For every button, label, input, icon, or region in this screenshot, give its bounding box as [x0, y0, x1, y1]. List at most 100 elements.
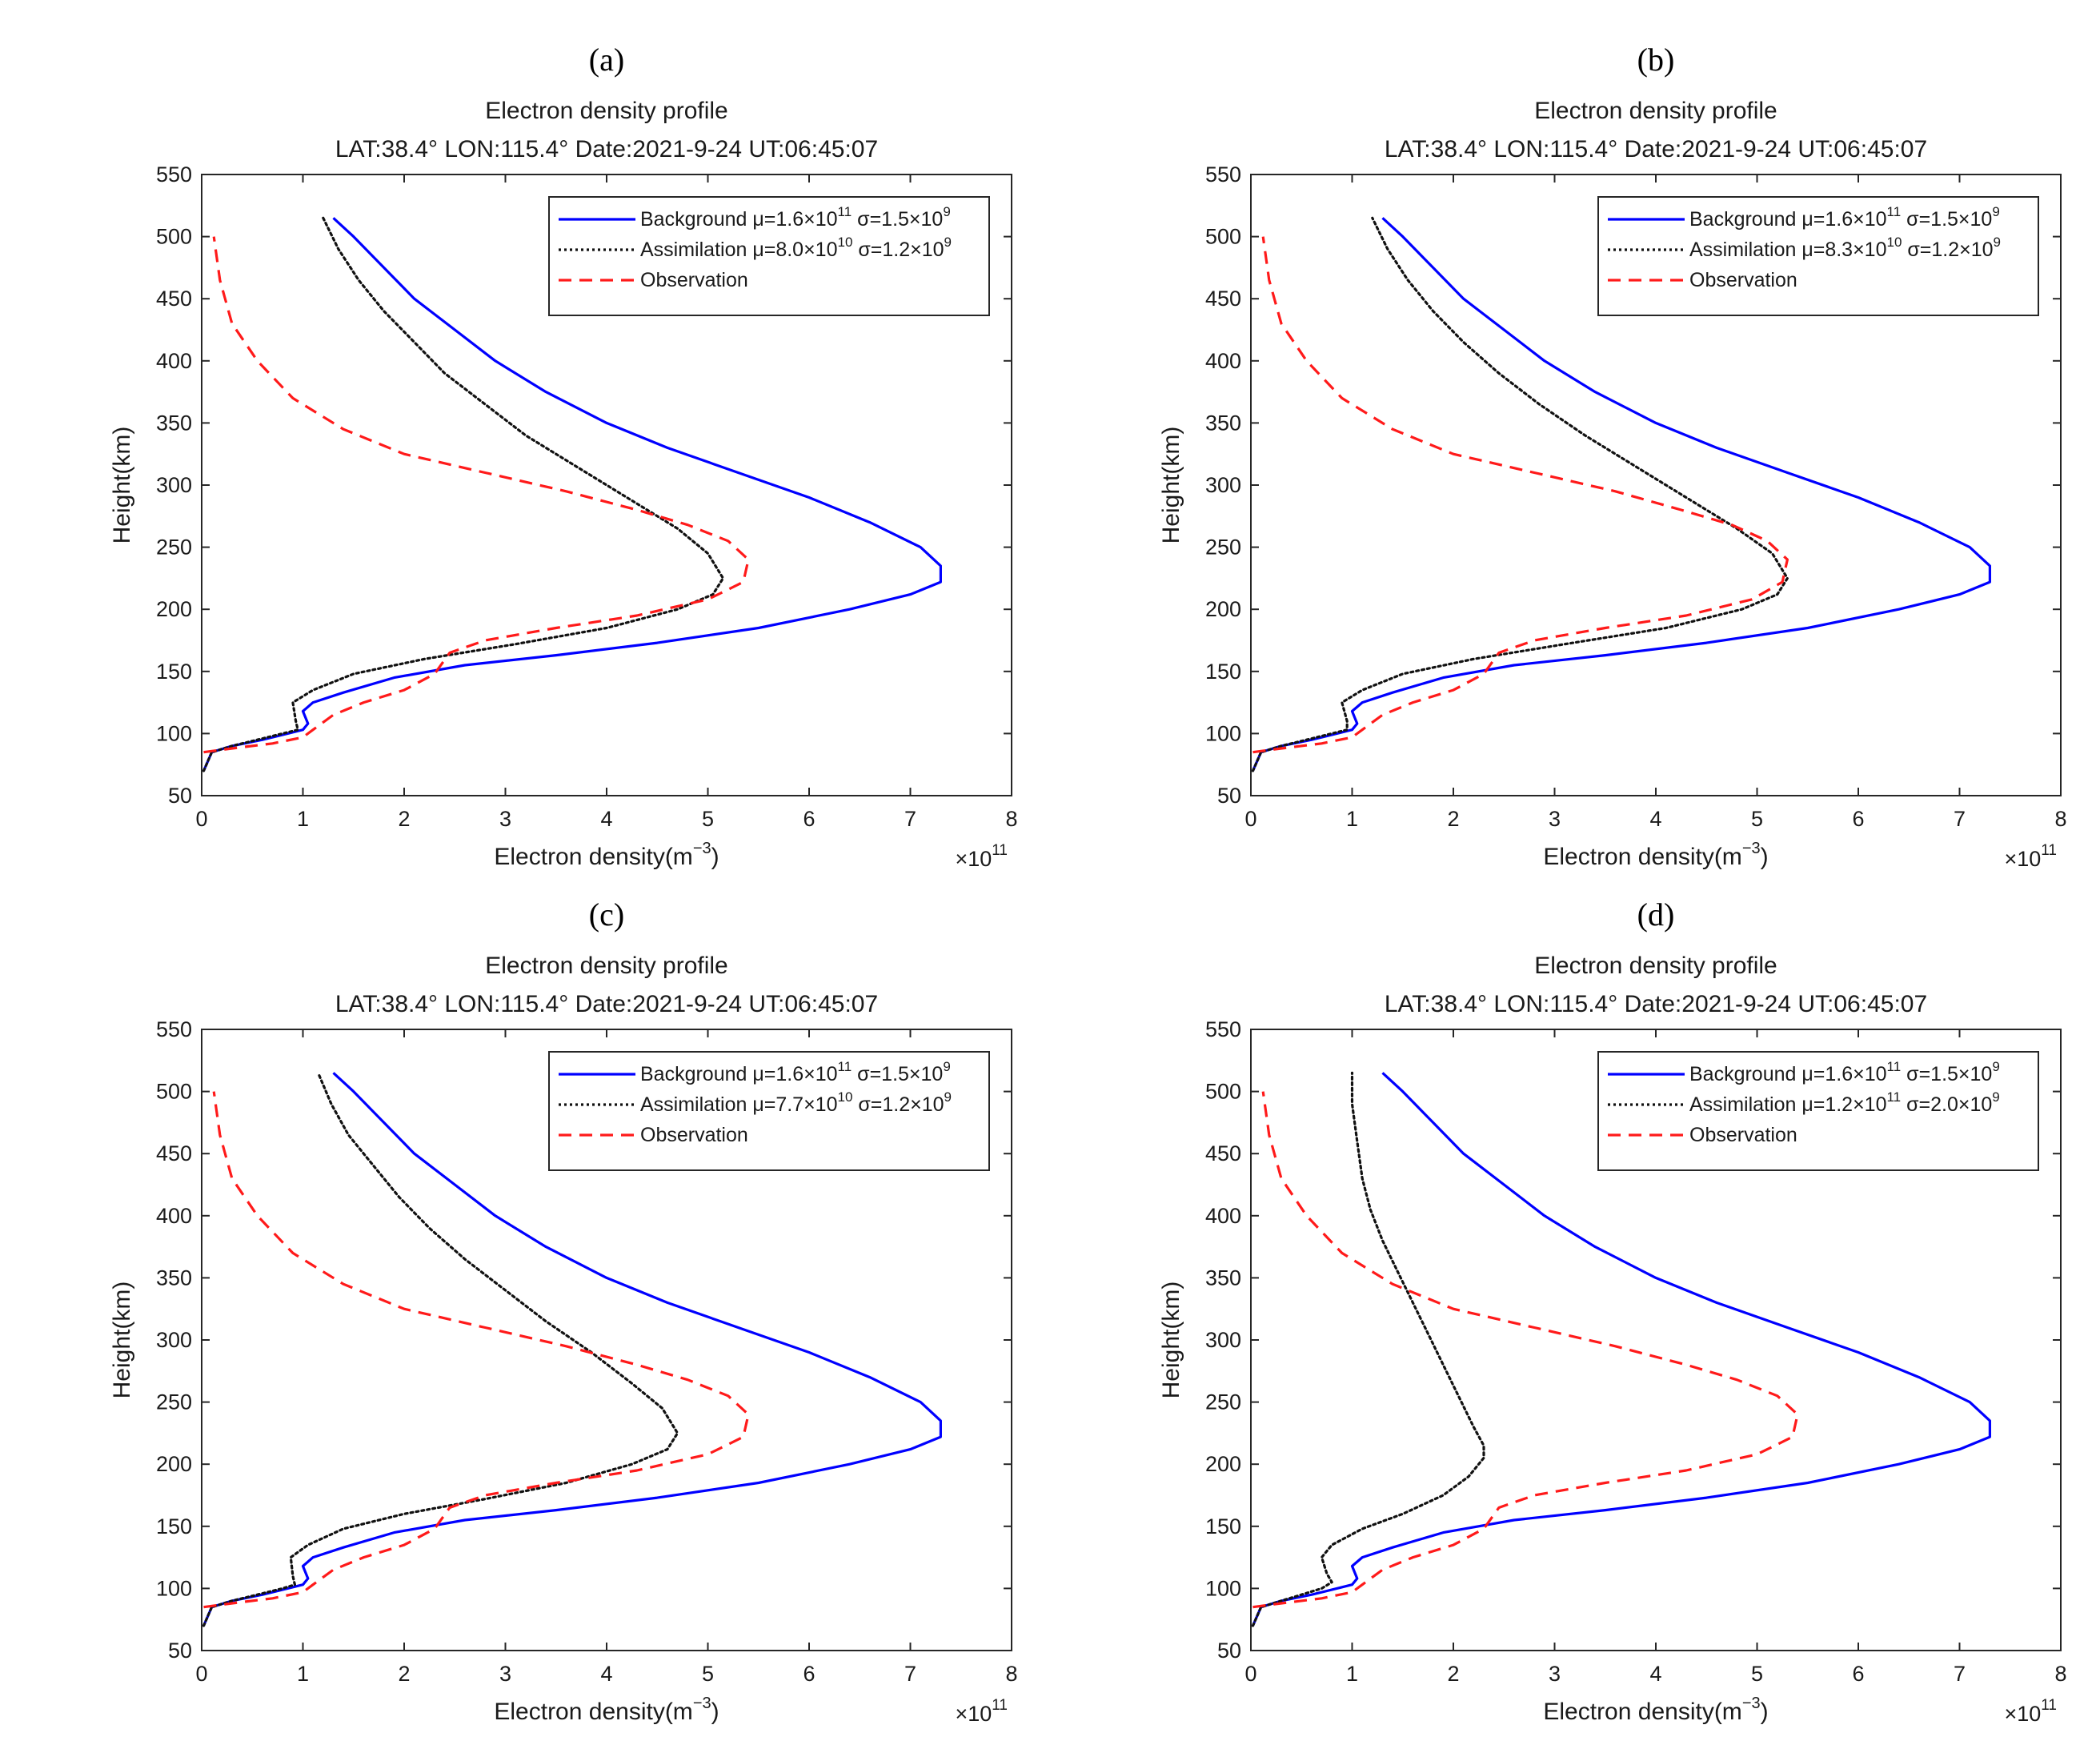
y-tick-label: 400 — [156, 1204, 192, 1228]
y-tick-label: 450 — [156, 1141, 192, 1165]
legend-entry-text: Background μ=1.6×10 — [1689, 208, 1887, 231]
legend-entry-mid: σ=1.2×10 — [1902, 239, 1993, 261]
y-tick-label: 450 — [156, 287, 192, 311]
y-tick-label: 100 — [156, 721, 192, 745]
legend-entry-observation: Observation — [1689, 1124, 1797, 1146]
legend: Background μ=1.6×1011 σ=1.5×109Assimilat… — [548, 196, 990, 316]
x-tick-label: 3 — [1549, 1662, 1561, 1686]
x-axis-label-text: Electron density(m — [1543, 1699, 1741, 1725]
legend-entry-exp1: 10 — [1886, 235, 1902, 250]
y-tick-label: 350 — [1205, 411, 1241, 435]
y-tick-label: 500 — [156, 1080, 192, 1104]
x-tick-label: 6 — [1852, 1662, 1864, 1686]
legend-entry-text: Observation — [640, 1124, 748, 1146]
y-tick-label: 400 — [156, 349, 192, 373]
panel-label: (c) — [589, 897, 624, 933]
y-tick-label: 200 — [1205, 1452, 1241, 1476]
x-tick-label: 8 — [1005, 807, 1017, 831]
x-tick-label: 6 — [803, 807, 815, 831]
y-tick-label: 400 — [1205, 349, 1241, 373]
x-tick-label: 4 — [1649, 1662, 1661, 1686]
y-tick-label: 150 — [156, 1514, 192, 1538]
x-tick-label: 6 — [803, 1662, 815, 1686]
panel-label: (d) — [1637, 897, 1675, 933]
chart-panel-2: (b) Electron density profile LAT:38.4° LON… — [1158, 42, 2067, 871]
y-tick-label: 250 — [1205, 536, 1241, 560]
legend-entry-observation: Observation — [640, 1124, 748, 1146]
legend-entry-observation: Observation — [640, 269, 748, 291]
y-tick-label: 100 — [1205, 721, 1241, 745]
panel-label: (b) — [1637, 42, 1675, 78]
x-axis-multiplier-exp: 11 — [992, 842, 1008, 859]
y-tick-label: 350 — [156, 1266, 192, 1290]
x-tick-label: 4 — [1649, 807, 1661, 831]
chart-subtitle: LAT:38.4° LON:115.4° Date:2021-9-24 UT:0… — [335, 136, 878, 162]
y-tick-label: 300 — [156, 473, 192, 497]
legend-entry-exp1: 11 — [1886, 1089, 1901, 1105]
legend: Background μ=1.6×1011 σ=1.5×109Assimilat… — [548, 1051, 990, 1171]
series-line-observation — [1252, 236, 1789, 754]
y-axis-label: Height(km) — [1158, 1282, 1184, 1399]
x-tick-label: 0 — [1244, 1662, 1256, 1686]
y-tick-label: 50 — [1217, 1639, 1241, 1663]
x-axis-label-close: ) — [1761, 1699, 1769, 1725]
chart-subtitle: LAT:38.4° LON:115.4° Date:2021-9-24 UT:0… — [1385, 991, 1927, 1017]
legend-entry-assimilation: Assimilation μ=8.0×1010 σ=1.2×109 — [640, 235, 952, 261]
legend: Background μ=1.6×1011 σ=1.5×109Assimilat… — [1597, 1051, 2039, 1171]
legend-entry-text: Assimilation μ=8.3×10 — [1689, 239, 1886, 261]
x-tick-label: 5 — [702, 807, 714, 831]
y-tick-label: 450 — [1205, 287, 1241, 311]
legend: Background μ=1.6×1011 σ=1.5×109 Assimilat… — [1597, 196, 2039, 316]
x-tick-label: 6 — [1852, 807, 1864, 831]
x-axis-label-exp: −3 — [1742, 840, 1761, 857]
legend-entry-text: Background μ=1.6×10 — [640, 208, 838, 231]
x-tick-label: 1 — [297, 807, 309, 831]
x-axis-multiplier-base: ×10 — [2004, 1702, 2041, 1726]
legend-entry-exp2: 9 — [944, 235, 952, 250]
legend-entry-background: Background μ=1.6×1011 σ=1.5×109 — [1689, 204, 2000, 231]
chart-subtitle: LAT:38.4° LON:115.4° Date:2021-9-24 UT:0… — [335, 991, 878, 1017]
legend-entry-background: Background μ=1.6×1011 σ=1.5×109 — [1689, 1059, 2000, 1085]
x-axis-label: Electron density(m−3) — [1543, 1695, 1768, 1725]
x-axis-multiplier: ×1011 — [955, 842, 1008, 871]
legend-entry-exp1: 11 — [838, 204, 852, 219]
chart-subtitle: LAT:38.4° LON:115.4° Date:2021-9-24 UT:0… — [1385, 136, 1927, 162]
legend-entry-mid: σ=1.2×10 — [852, 239, 944, 261]
x-tick-label: 8 — [1005, 1662, 1017, 1686]
legend-entry-exp2: 9 — [1992, 204, 1999, 219]
chart-title: Electron density profile — [1534, 953, 1777, 979]
x-axis-label: Electron density(m−3) — [494, 1695, 719, 1725]
legend-box — [548, 1051, 990, 1171]
x-tick-label: 2 — [1447, 807, 1459, 831]
legend-box — [548, 196, 990, 316]
y-tick-label: 250 — [156, 1390, 192, 1414]
x-axis-multiplier-base: ×10 — [955, 847, 992, 871]
chart-title: Electron density profile — [485, 953, 728, 979]
x-axis-label-text: Electron density(m — [1543, 844, 1741, 870]
x-axis-label-close: ) — [1761, 844, 1769, 870]
x-tick-label: 7 — [1954, 1662, 1966, 1686]
y-tick-label: 50 — [168, 784, 192, 808]
y-tick-label: 500 — [1205, 225, 1241, 249]
y-tick-label: 150 — [1205, 1514, 1241, 1538]
series-line-observation — [203, 1091, 750, 1609]
legend-entry-exp2: 9 — [1992, 1059, 1999, 1074]
x-axis-label-text: Electron density(m — [494, 844, 692, 870]
y-axis-label: Height(km) — [109, 1282, 135, 1399]
x-axis-label-close: ) — [711, 844, 719, 870]
x-tick-label: 0 — [195, 1662, 207, 1686]
legend-entry-mid: σ=1.2×10 — [852, 1093, 944, 1116]
series-line-background — [202, 1072, 943, 1627]
legend-entry-exp1: 11 — [838, 1059, 852, 1074]
x-tick-label: 2 — [1447, 1662, 1459, 1686]
y-tick-label: 200 — [1205, 597, 1241, 621]
x-axis-multiplier: ×1011 — [2004, 842, 2057, 871]
y-tick-label: 550 — [1205, 1017, 1241, 1041]
x-tick-label: 3 — [1549, 807, 1561, 831]
y-tick-label: 350 — [156, 411, 192, 435]
x-axis-multiplier-base: ×10 — [2004, 847, 2041, 871]
x-tick-label: 8 — [2054, 807, 2066, 831]
y-tick-label: 200 — [156, 597, 192, 621]
x-tick-label: 0 — [195, 807, 207, 831]
legend-entry-exp2: 9 — [943, 204, 950, 219]
